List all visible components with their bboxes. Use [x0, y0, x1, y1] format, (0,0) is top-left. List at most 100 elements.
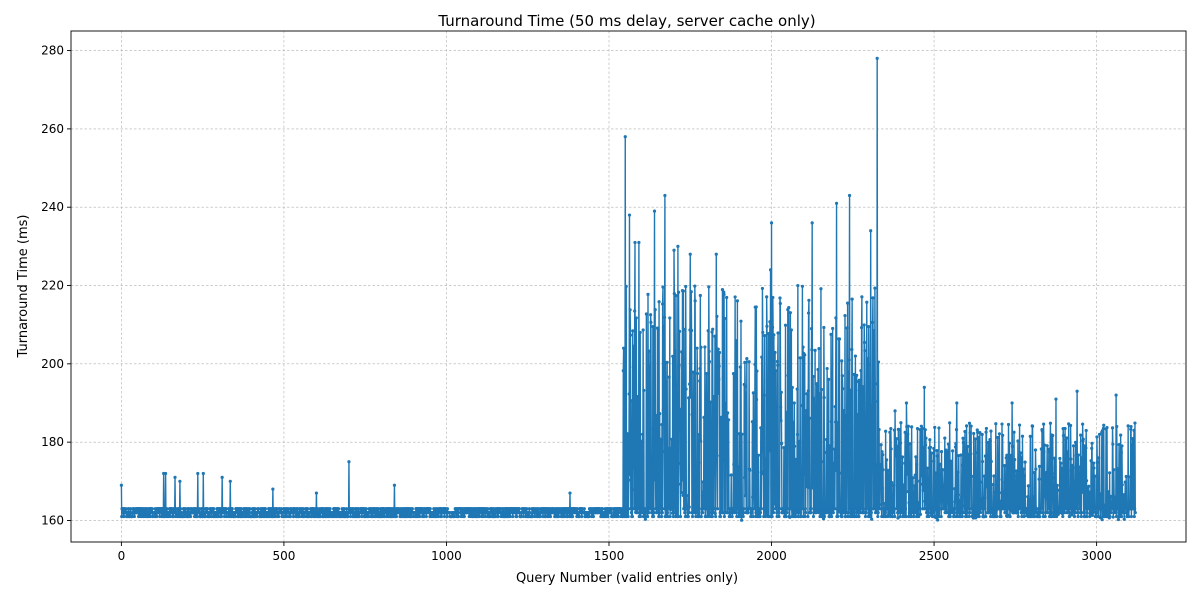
data-point [912, 514, 916, 519]
data-point [657, 514, 661, 519]
data-point [880, 450, 884, 454]
data-point [606, 514, 610, 519]
data-point [647, 511, 651, 515]
data-point [793, 457, 798, 461]
data-point [934, 471, 938, 475]
data-point [858, 499, 862, 503]
data-point [525, 507, 529, 511]
data-point [748, 468, 752, 473]
data-point [1097, 456, 1101, 460]
data-point [948, 514, 952, 519]
data-point [888, 507, 892, 511]
data-point [853, 475, 857, 480]
data-point [724, 401, 728, 406]
data-point [292, 514, 296, 519]
data-point [700, 493, 704, 497]
data-point [845, 326, 849, 330]
data-point [445, 507, 450, 511]
data-point [726, 473, 730, 478]
data-point [1066, 450, 1070, 454]
data-point [774, 450, 778, 455]
data-point [1026, 495, 1030, 499]
data-point [852, 372, 856, 376]
data-point [881, 468, 885, 472]
data-point [1080, 473, 1084, 477]
data-point [658, 412, 662, 416]
data-point [952, 507, 957, 511]
data-point [917, 500, 921, 505]
data-point [825, 446, 830, 450]
data-point [568, 491, 572, 495]
data-point [1067, 496, 1071, 500]
data-point [438, 511, 442, 515]
data-point [638, 330, 642, 335]
data-point [437, 514, 441, 519]
data-point [774, 468, 779, 472]
data-point [846, 370, 851, 374]
data-point [895, 507, 899, 511]
data-point [725, 295, 729, 300]
data-point [1132, 428, 1136, 432]
data-point [1085, 514, 1089, 519]
data-point [721, 376, 725, 380]
data-point [1082, 482, 1086, 486]
data-point [783, 507, 787, 511]
data-point [926, 511, 931, 515]
data-point [969, 452, 973, 456]
data-point [1133, 421, 1137, 425]
data-point [1113, 497, 1118, 501]
data-point [871, 320, 875, 325]
data-point [834, 316, 838, 320]
data-point [956, 470, 960, 474]
data-point [812, 396, 816, 400]
y-tick-label: 220 [41, 279, 64, 293]
x-tick-label: 0 [118, 549, 126, 563]
data-point [656, 499, 661, 503]
data-point [627, 392, 631, 396]
data-point [736, 507, 740, 511]
data-point [775, 359, 779, 364]
data-point [1004, 456, 1008, 460]
data-point [925, 466, 930, 470]
data-point [873, 286, 877, 290]
data-point [777, 511, 781, 515]
data-point [684, 387, 688, 391]
data-point [824, 450, 828, 455]
data-point [649, 320, 653, 324]
data-point [228, 479, 232, 483]
data-point [834, 468, 838, 473]
data-point [845, 437, 849, 441]
data-point [473, 511, 477, 515]
data-point [810, 221, 814, 225]
data-point [803, 507, 807, 511]
data-point [868, 514, 872, 519]
data-point [772, 333, 776, 337]
data-point [1120, 514, 1124, 519]
data-point [827, 377, 831, 381]
data-point [826, 511, 830, 515]
data-point [1096, 489, 1100, 493]
data-point [882, 507, 886, 511]
data-point [929, 511, 933, 515]
data-point [1026, 484, 1030, 488]
data-point [997, 432, 1002, 436]
data-point [840, 359, 844, 363]
data-point [253, 507, 257, 511]
data-point [935, 448, 939, 453]
data-point [799, 514, 803, 519]
data-point [895, 444, 899, 448]
data-point [959, 453, 963, 457]
data-point [1055, 483, 1059, 487]
data-point [626, 507, 631, 511]
grid-lines [71, 31, 1186, 542]
data-point [185, 511, 189, 515]
data-point [883, 511, 887, 515]
data-point [920, 463, 924, 467]
data-point [721, 511, 725, 515]
data-point [713, 472, 717, 476]
data-point [168, 514, 172, 519]
data-point [1066, 511, 1070, 515]
data-point [879, 477, 883, 481]
data-point [779, 405, 783, 409]
data-point [652, 382, 656, 386]
